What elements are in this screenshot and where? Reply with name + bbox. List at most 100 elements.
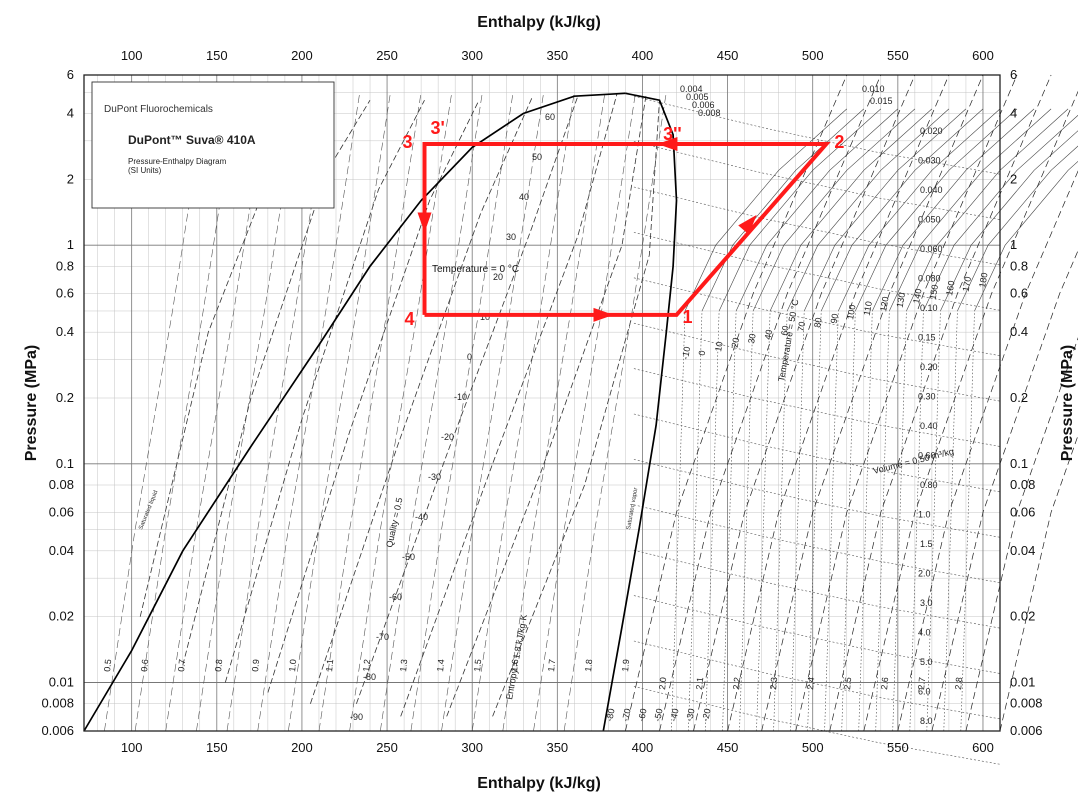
- y-tick-right-4: 4: [1010, 106, 1017, 121]
- isentrope-7: [863, 90, 1078, 732]
- isotherm-low-14: [909, 310, 924, 732]
- isotherm-low-6: [773, 310, 788, 732]
- volume-label-2: 0.006: [692, 100, 715, 110]
- y-tick-right-0.06: 0.06: [1010, 504, 1035, 519]
- legend-units: (SI Units): [128, 166, 162, 175]
- temperature-liquid-label-5: 10: [480, 312, 490, 322]
- volume-label-11: 0.080: [918, 274, 941, 284]
- temperature-vapor-label-4: 30: [746, 333, 758, 345]
- isochore-2: [633, 186, 1001, 266]
- entropy-label-23: 2.8: [953, 677, 964, 690]
- entropy-label-2: 0.7: [176, 659, 187, 672]
- temperature-liquid-label-1: 50: [532, 152, 542, 162]
- isentrope-liquid-11: [441, 92, 544, 732]
- entropy-label-11: 1.6: [509, 659, 520, 672]
- volume-label-24: 5.0: [920, 657, 933, 667]
- saturation-dome: [83, 92, 678, 732]
- state-point-label-3doubleprime: 3'': [663, 124, 682, 144]
- volume-label-10: 0.060: [920, 244, 943, 254]
- temperature-liquid-label-0: 60: [545, 112, 555, 122]
- isochore-13: [633, 686, 1001, 765]
- isentrope-10: [965, 337, 1078, 732]
- isotherm-low-10: [841, 310, 856, 732]
- volume-label-14: 0.20: [920, 362, 938, 372]
- volume-label-1: 0.005: [686, 92, 709, 102]
- isochore-6: [633, 368, 1001, 447]
- temperature-vapor-label-6: 60: [779, 325, 791, 337]
- quality-line-3: [267, 100, 480, 693]
- entropy-label-6: 1.1: [324, 659, 335, 672]
- isentrope-liquid-6: [288, 92, 391, 732]
- plot-frame: [83, 74, 1001, 732]
- isentrope-1: [659, 74, 882, 732]
- entropy-label-18: 2.3: [768, 677, 779, 690]
- isentrope-liquid-5: [257, 92, 361, 732]
- x-tick-bottom-500: 500: [802, 740, 824, 755]
- entropy-label-8: 1.3: [398, 659, 409, 672]
- isotherm-vapor-5: [769, 108, 933, 312]
- x-tick-top-450: 450: [717, 48, 739, 63]
- isotherm-low-15: [926, 310, 941, 732]
- volume-label-8: 0.040: [920, 185, 943, 195]
- state-point-label-1: 1: [683, 307, 693, 327]
- x-tick-bottom-600: 600: [972, 740, 994, 755]
- entropy-label-19: 2.4: [805, 677, 816, 690]
- temperature-liquid-label-4: 20: [493, 272, 503, 282]
- cycle-path: [422, 142, 831, 317]
- isotherm-vapor-17: [974, 160, 1078, 312]
- entropy-label-0: 0.5: [102, 659, 113, 672]
- isotherm-vapor-10: [855, 108, 1018, 312]
- isotherm-vapor-14: [923, 114, 1078, 312]
- isotherm-vapor-4: [752, 108, 916, 312]
- saturated-liquid-line: [83, 92, 626, 732]
- state-point-label-3prime: 3': [431, 118, 445, 138]
- isentrope-liquid-12: [471, 92, 575, 732]
- isentrope-liquid-9: [380, 92, 483, 732]
- temperature-vapor-label-11: 110: [862, 300, 874, 316]
- y-tick-left-0.08: 0.08: [49, 477, 74, 492]
- y-tick-right-0.8: 0.8: [1010, 258, 1028, 273]
- entropy-label-13: 1.8: [583, 659, 594, 672]
- volume-label-3: 0.008: [698, 108, 721, 118]
- entropy-label-1: 0.6: [139, 659, 150, 672]
- isentrope-liquid-7: [318, 92, 422, 732]
- isotherm-low-12: [875, 310, 890, 732]
- entropy-label-9: 1.4: [435, 659, 446, 672]
- y-tick-right-0.08: 0.08: [1010, 477, 1035, 492]
- y-tick-left-2: 2: [67, 171, 74, 186]
- x-axis-title-bottom: Enthalpy (kJ/kg): [477, 775, 601, 792]
- temperature-liquid-label-8: -20: [441, 432, 454, 442]
- temperature-vapor-label-14: 140: [911, 288, 923, 305]
- temperature-liquid-label-3: 30: [506, 232, 516, 242]
- temperature-vapor-label-9: 90: [829, 313, 841, 325]
- temperature-liquid-label-9: -30: [428, 472, 441, 482]
- temperature-low-label-5: -30: [684, 708, 696, 723]
- isentrope-liquid-0: [104, 92, 207, 732]
- isotherm-vapor-13: [906, 108, 1069, 312]
- isentrope-4: [761, 74, 984, 732]
- x-tick-top-100: 100: [121, 48, 143, 63]
- isotherm-low-4: [739, 310, 754, 732]
- legend-product: DuPont™ Suva® 410A: [128, 133, 256, 147]
- quality-line-1: [182, 99, 371, 666]
- y-tick-right-0.01: 0.01: [1010, 674, 1035, 689]
- refrigeration-cycle: 1 2 3 4 3' 3'': [403, 118, 845, 329]
- temperature-liquid-label-14: -80: [363, 672, 376, 682]
- y-tick-right-0.02: 0.02: [1010, 609, 1035, 624]
- expansion-arrow: [417, 212, 432, 233]
- isentrope-liquid-10: [410, 92, 514, 732]
- volume-label-12: 0.10: [920, 303, 938, 313]
- isotherm-low-2: [705, 310, 720, 732]
- volume-label-7: 0.030: [918, 156, 941, 166]
- isochore-10: [633, 549, 1001, 629]
- isotherm-vapor-3: [735, 108, 899, 312]
- isochore-9: [633, 504, 1001, 583]
- isotherm-vapor-7: [803, 108, 967, 312]
- y-tick-left-0.006: 0.006: [41, 723, 74, 738]
- isentrope-liquid-2: [165, 92, 269, 732]
- isentrope-liquid-4: [226, 92, 330, 732]
- y-tick-right-0.1: 0.1: [1010, 456, 1028, 471]
- entropy-label-5: 1.0: [287, 659, 298, 672]
- x-tick-bottom-250: 250: [376, 740, 398, 755]
